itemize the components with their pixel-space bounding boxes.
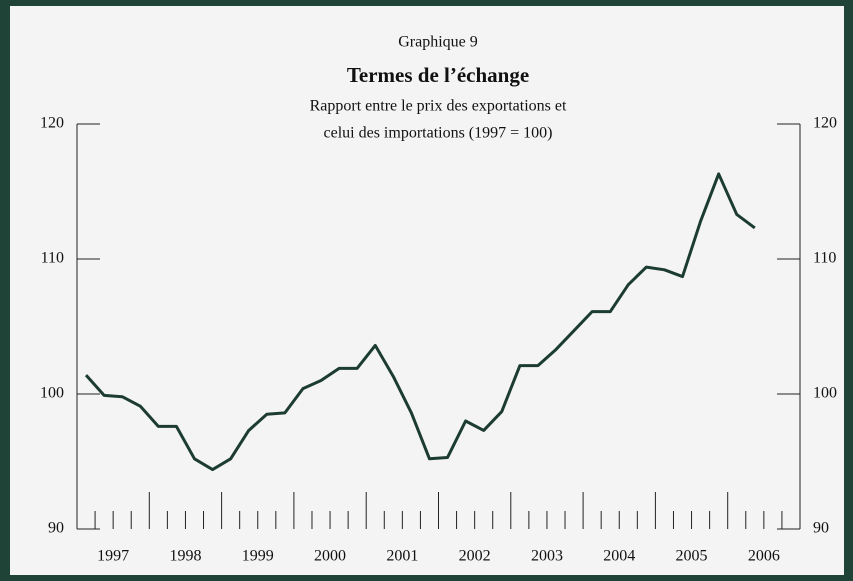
chart-label: Graphique 9 [398, 34, 478, 51]
chart-subtitle: Rapport entre le prix des exportations e… [310, 98, 567, 115]
x-tick-label: 2004 [603, 548, 635, 565]
x-tick-label: 2006 [748, 548, 780, 565]
y2-tick-label: 120 [813, 115, 837, 132]
data-line [84, 172, 756, 472]
chart-background [10, 6, 844, 575]
y2-tick-label: 100 [813, 385, 837, 402]
x-tick-label: 2001 [386, 548, 418, 565]
x-tick-label: 1998 [169, 548, 201, 565]
y-tick-label: 90 [48, 520, 64, 537]
x-tick-label: 2005 [676, 548, 708, 565]
x-tick-label: 1999 [242, 548, 274, 565]
x-tick-label: 2002 [459, 548, 491, 565]
chart-title: Termes de l’échange [347, 63, 529, 87]
x-tick-label: 2003 [531, 548, 563, 565]
y-tick-label: 100 [40, 385, 64, 402]
y2-tick-label: 90 [813, 520, 829, 537]
y-tick-label: 120 [40, 115, 64, 132]
chart-subtitle: celui des importations (1997 = 100) [324, 125, 553, 142]
y2-tick-label: 110 [813, 250, 836, 267]
x-tick-label: 2000 [314, 548, 346, 565]
x-tick-label: 1997 [97, 548, 129, 565]
y-tick-label: 110 [41, 250, 64, 267]
